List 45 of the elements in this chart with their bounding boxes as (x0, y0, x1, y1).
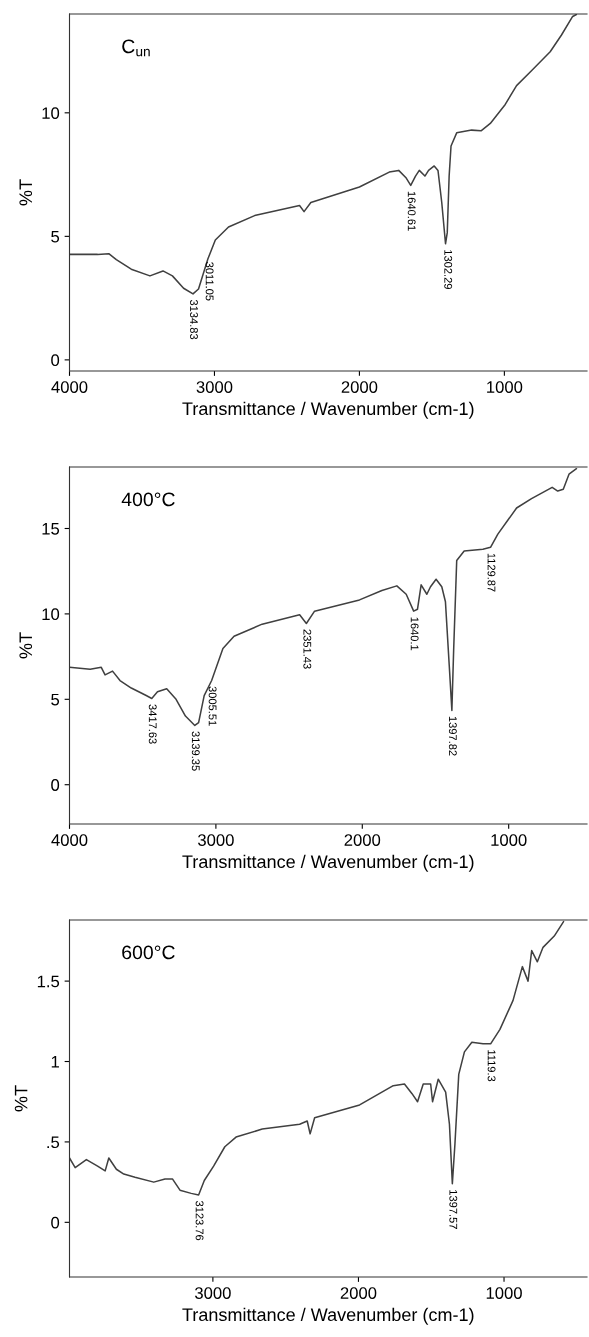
y-tick-label: 1 (51, 1056, 59, 1068)
y-tick-label: 10 (42, 107, 60, 120)
annotation: 3123.76 (195, 1200, 204, 1241)
x-tick-label: 3000 (196, 381, 233, 393)
annotation: 1119.3 (487, 1050, 496, 1082)
annotation: 1129.87 (487, 553, 496, 592)
annotation: 1397.57 (449, 1190, 458, 1229)
annotation: 3005.51 (208, 686, 217, 726)
y-axis-title: %T (14, 1085, 28, 1112)
y-axis-title: %T (19, 179, 33, 206)
x-tick-label: 1000 (487, 381, 523, 393)
annotation: 1397.82 (448, 716, 457, 756)
x-tick-label: 3000 (197, 834, 234, 846)
y-axis-title: %T (19, 632, 33, 659)
annotation: 3139.35 (191, 731, 200, 771)
y-tick-label: 0 (51, 354, 60, 367)
x-tick-label: 4000 (51, 381, 88, 393)
y-tick-label: 0 (51, 1216, 60, 1229)
y-tick-label: 10 (42, 608, 60, 621)
x-tick-label: 1000 (486, 1287, 522, 1299)
annotation: 1640.61 (407, 191, 416, 231)
annotation: 3134.83 (190, 299, 198, 340)
y-tick-label: 5 (51, 693, 60, 706)
y-tick-label: 15 (42, 523, 60, 535)
annotation: 3011.05 (205, 262, 214, 301)
x-axis-title: Transmittance / Wavenumber (cm-1) (182, 854, 474, 872)
x-tick-label: 1000 (491, 834, 527, 846)
x-tick-label: 2000 (344, 834, 381, 846)
x-tick-label: 2000 (340, 1287, 377, 1299)
x-tick-label: 4000 (51, 834, 88, 846)
annotation: 1302.29 (444, 250, 453, 289)
annotation: 1640.1 (410, 617, 419, 651)
x-axis-title: Transmittance / Wavenumber (cm-1) (182, 401, 474, 419)
x-tick-label: 3000 (194, 1287, 231, 1299)
y-tick-label: 1.5 (37, 975, 60, 988)
annotation: 3417.63 (148, 704, 157, 744)
y-tick-label: 5 (51, 230, 60, 243)
y-tick-label: 0 (51, 779, 60, 791)
y-tick-label: .5 (47, 1136, 60, 1149)
x-axis-title: Transmittance / Wavenumber (cm-1) (182, 1307, 474, 1325)
annotation: 2351.43 (303, 629, 312, 669)
annotation: 400°C (121, 492, 175, 507)
x-tick-label: 2000 (341, 381, 378, 393)
annotation: C$_{un}$ (122, 39, 150, 57)
annotation: 600°C (122, 945, 175, 960)
